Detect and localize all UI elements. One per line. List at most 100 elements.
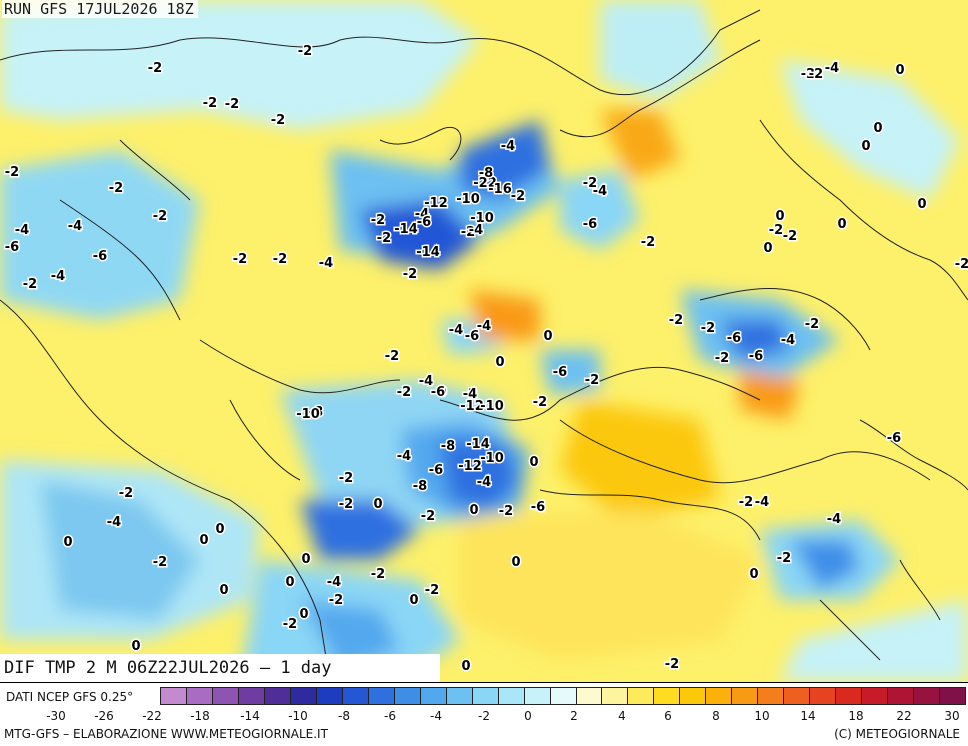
contour-label: 0: [373, 497, 382, 512]
contour-label: -6: [553, 365, 567, 380]
legend-tick-label: -4: [430, 709, 442, 723]
contour-label: -6: [429, 463, 443, 478]
contour-label: -4: [825, 61, 839, 76]
legend-swatch: [654, 687, 681, 705]
legend-swatch: [212, 687, 239, 705]
legend-tick-label: -26: [94, 709, 114, 723]
credit-left: MTG-GFS – ELABORAZIONE WWW.METEOGIORNALE…: [4, 727, 328, 741]
contour-label: -2: [397, 385, 411, 400]
legend-swatch: [524, 687, 551, 705]
contour-label: -2: [385, 349, 399, 364]
contour-label: -10: [470, 211, 494, 226]
legend-swatch: [394, 687, 421, 705]
run-title: RUN GFS 17JUL2026 18Z: [2, 0, 198, 18]
contour-label: -4: [327, 575, 341, 590]
contour-label: -4: [469, 223, 483, 238]
contour-label: 0: [469, 503, 478, 518]
contour-label: 0: [511, 555, 520, 570]
contour-label: -2: [371, 567, 385, 582]
contour-label: -2: [109, 181, 123, 196]
contour-label: -2: [777, 551, 791, 566]
legend-swatch: [420, 687, 447, 705]
contour-label: -2: [271, 113, 285, 128]
contour-label: 0: [301, 552, 310, 567]
contour-label: -6: [431, 385, 445, 400]
contour-label: -2: [298, 44, 312, 59]
color-scale-bar: [160, 687, 967, 705]
legend-swatch: [264, 687, 291, 705]
contour-label: -12: [458, 459, 482, 474]
contour-label: -2: [119, 486, 133, 501]
contour-label: -12: [460, 399, 484, 414]
contour-label: -2: [329, 593, 343, 608]
legend-tick-label: -14: [240, 709, 260, 723]
legend-swatch: [628, 687, 655, 705]
contour-label: 0: [543, 329, 552, 344]
contour-label: -2: [769, 223, 783, 238]
contour-label: -8: [441, 439, 455, 454]
contour-label: -2: [377, 231, 391, 246]
contour-label: -2: [955, 257, 968, 272]
legend-swatch: [758, 687, 785, 705]
legend-tick-label: 18: [848, 709, 864, 723]
legend-swatch: [680, 687, 707, 705]
legend-tick-label: -18: [190, 709, 210, 723]
temperature-difference-map: -2-2-2 -2-2-2-2-2-4-6-4-6-2-4-2 -2-2-2-4-2…: [0, 0, 968, 682]
legend-swatch: [836, 687, 863, 705]
contour-label: 0: [409, 593, 418, 608]
contour-label: -4: [419, 374, 433, 389]
legend-swatch: [914, 687, 941, 705]
contour-label: -4: [15, 223, 29, 238]
contour-label: -10: [296, 407, 320, 422]
legend-swatch: [706, 687, 733, 705]
contour-label: -4: [51, 269, 65, 284]
contour-label: -8: [413, 479, 427, 494]
color-scale-ticks: -30 -26 -22 -18 -14 -10 -8 -6 -4 -2 0 2 4 6 8 10 14 18 22 3…: [46, 709, 966, 725]
contour-label: -10: [480, 451, 504, 466]
map-title: DIF TMP 2 M 06Z22JUL2026 — 1 day: [0, 654, 440, 682]
legend-swatch: [472, 687, 499, 705]
contour-label: 0: [461, 659, 470, 674]
contour-label: -2: [641, 235, 655, 250]
contour-label: -6: [531, 500, 545, 515]
legend-swatch: [342, 687, 369, 705]
legend-tick-label: 6: [664, 709, 672, 723]
contour-label: -2: [403, 267, 417, 282]
contour-label: 0: [495, 355, 504, 370]
contour-label: 0: [763, 241, 772, 256]
contour-label: -2: [463, 387, 477, 402]
legend-swatch: [160, 687, 187, 705]
legend-panel: DATI NCEP GFS 0.25° -30 -26 -22 -18 -14 -10 -8…: [0, 682, 968, 746]
contour-label: -2: [425, 583, 439, 598]
contour-label: -8: [479, 166, 493, 181]
legend-swatch: [446, 687, 473, 705]
contour-label: -6: [583, 217, 597, 232]
contour-label: -2: [783, 229, 797, 244]
contour-label: -4: [531, 500, 545, 515]
contour-label: -10: [456, 192, 480, 207]
legend-swatch: [550, 687, 577, 705]
legend-swatch: [368, 687, 395, 705]
legend-swatch: [498, 687, 525, 705]
legend-tick-label: -30: [46, 709, 66, 723]
contour-label: -2: [669, 313, 683, 328]
contour-label: -4: [477, 475, 491, 490]
contour-label: 0: [861, 139, 870, 154]
data-source: DATI NCEP GFS 0.25°: [6, 690, 134, 704]
legend-swatch: [602, 687, 629, 705]
contour-label: -2: [533, 395, 547, 410]
contour-label: -10: [480, 399, 504, 414]
contour-label: -2: [5, 165, 19, 180]
contour-label: -2: [665, 657, 679, 672]
contour-label: -2: [273, 252, 287, 267]
contour-label: -2: [715, 351, 729, 366]
contour-label: -2: [371, 213, 385, 228]
contour-label: 0: [895, 63, 904, 78]
contour-label: 0: [131, 639, 140, 654]
contour-label: 0: [285, 575, 294, 590]
contour-label: -22: [473, 176, 497, 191]
contour-label: -6: [93, 249, 107, 264]
contour-label: 0: [215, 522, 224, 537]
legend-swatch: [940, 687, 967, 705]
contour-label: -4: [107, 515, 121, 530]
